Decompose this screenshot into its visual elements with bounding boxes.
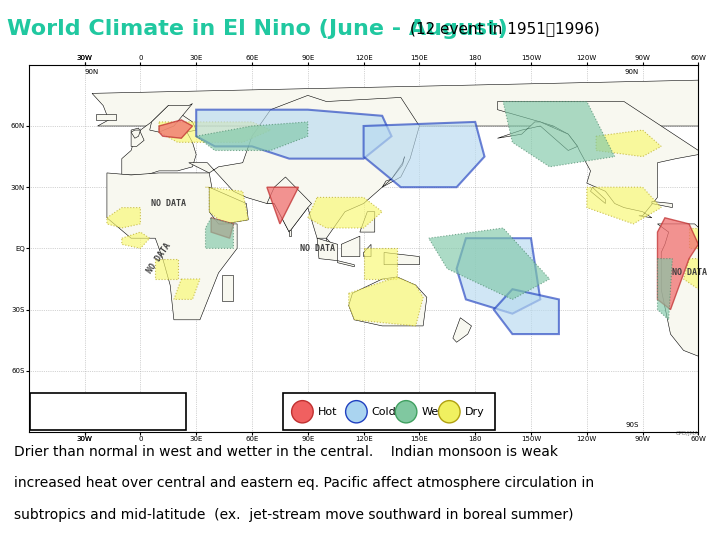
Text: Dry: Dry <box>464 407 484 417</box>
Polygon shape <box>498 102 698 218</box>
Polygon shape <box>174 279 200 299</box>
Polygon shape <box>210 187 248 224</box>
Polygon shape <box>596 130 661 157</box>
Text: Hot: Hot <box>318 407 337 417</box>
Polygon shape <box>364 248 397 279</box>
Text: NO DATA: NO DATA <box>672 268 706 278</box>
Polygon shape <box>453 318 472 342</box>
Polygon shape <box>657 224 720 361</box>
Text: NO DATA: NO DATA <box>145 242 173 275</box>
Polygon shape <box>428 228 549 299</box>
Polygon shape <box>267 177 312 232</box>
Polygon shape <box>159 122 271 143</box>
Polygon shape <box>360 212 375 232</box>
Text: increased heat over central and eastern eq. Pacific affect atmosphere circulatio: increased heat over central and eastern … <box>14 476 595 490</box>
Polygon shape <box>503 102 615 167</box>
Polygon shape <box>652 201 672 207</box>
Polygon shape <box>189 96 420 238</box>
Polygon shape <box>107 173 237 320</box>
Polygon shape <box>338 261 354 267</box>
Polygon shape <box>364 122 485 187</box>
Polygon shape <box>267 187 299 224</box>
Polygon shape <box>587 187 661 224</box>
Polygon shape <box>689 228 717 248</box>
Ellipse shape <box>346 401 367 423</box>
Polygon shape <box>156 259 178 279</box>
Polygon shape <box>197 110 392 159</box>
Polygon shape <box>122 106 197 175</box>
Ellipse shape <box>395 401 417 423</box>
Polygon shape <box>384 253 420 265</box>
Polygon shape <box>657 259 672 320</box>
Text: NO DATA: NO DATA <box>150 199 186 208</box>
Text: 90S: 90S <box>626 422 639 428</box>
Text: subtropics and mid-latitude  (ex.  jet-stream move southward in boreal summer): subtropics and mid-latitude (ex. jet-str… <box>14 508 574 522</box>
Polygon shape <box>92 79 720 126</box>
Ellipse shape <box>292 401 313 423</box>
Polygon shape <box>341 236 360 256</box>
Ellipse shape <box>438 401 460 423</box>
Polygon shape <box>683 259 720 289</box>
FancyBboxPatch shape <box>30 393 186 430</box>
Text: (12 event in 1951～1996): (12 event in 1951～1996) <box>410 22 600 37</box>
Polygon shape <box>122 232 150 248</box>
Polygon shape <box>317 238 338 261</box>
Text: 90N: 90N <box>625 69 639 75</box>
Polygon shape <box>326 238 334 253</box>
Text: Climate characteristics: Climate characteristics <box>50 400 166 409</box>
Polygon shape <box>590 187 606 204</box>
Polygon shape <box>150 104 192 132</box>
Text: CPD/JMA: CPD/JMA <box>675 431 698 436</box>
Polygon shape <box>211 218 233 238</box>
Polygon shape <box>222 275 233 301</box>
Polygon shape <box>159 120 192 138</box>
Polygon shape <box>289 230 291 236</box>
Polygon shape <box>364 244 371 256</box>
Polygon shape <box>348 277 427 326</box>
Text: 90S: 90S <box>85 422 98 428</box>
Polygon shape <box>348 277 423 326</box>
Polygon shape <box>456 238 540 314</box>
Polygon shape <box>107 207 140 228</box>
Text: Drier than normal in west and wetter in the central.    Indian monsoon is weak: Drier than normal in west and wetter in … <box>14 446 559 460</box>
Polygon shape <box>657 218 698 309</box>
Text: in ENSO Warm Events: in ENSO Warm Events <box>60 416 156 425</box>
Polygon shape <box>96 114 116 120</box>
FancyBboxPatch shape <box>283 393 495 430</box>
Polygon shape <box>498 122 577 151</box>
Text: NO DATA: NO DATA <box>300 244 335 253</box>
Polygon shape <box>308 198 382 228</box>
Polygon shape <box>131 128 144 146</box>
Text: World Climate in El Nino (June - August): World Climate in El Nino (June - August) <box>7 19 508 39</box>
Text: 90N: 90N <box>85 69 99 75</box>
Polygon shape <box>131 130 140 138</box>
Polygon shape <box>205 218 233 248</box>
Text: Wet: Wet <box>421 407 443 417</box>
Text: Cold: Cold <box>372 407 396 417</box>
Polygon shape <box>494 289 559 334</box>
Polygon shape <box>382 157 405 187</box>
Polygon shape <box>205 187 248 224</box>
Polygon shape <box>197 122 308 151</box>
